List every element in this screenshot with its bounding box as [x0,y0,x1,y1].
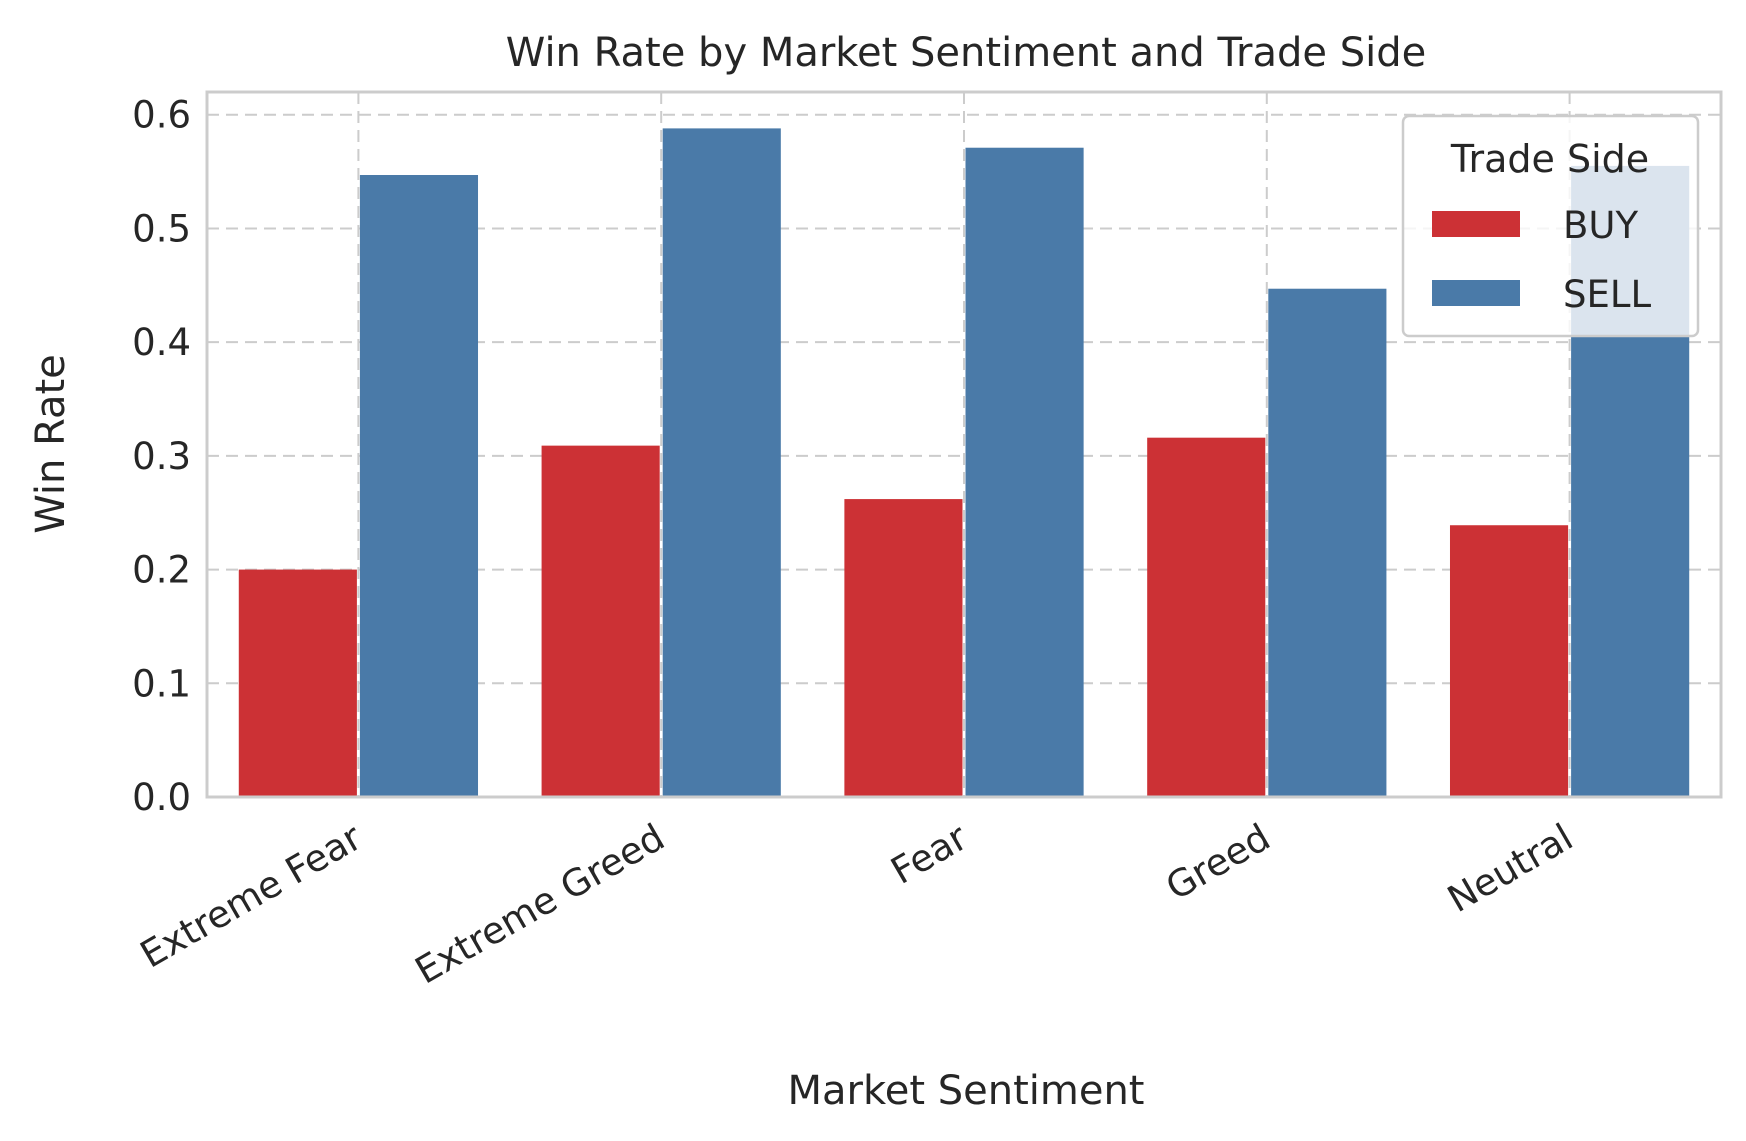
chart-title: Win Rate by Market Sentiment and Trade S… [506,30,1426,76]
legend-label-buy: BUY [1563,204,1638,247]
legend-swatch-sell [1432,280,1520,306]
bar-sell-extreme-fear [359,175,479,798]
bar-buy-neutral [1449,525,1569,797]
bar-buy-extreme-fear [238,569,357,797]
y-tick-label: 0.0 [132,776,191,819]
bars [238,128,1690,798]
y-ticks: 0.0 0.1 0.2 0.3 0.4 0.5 0.6 [132,94,191,819]
y-tick-label: 0.3 [132,435,191,478]
bar-buy-extreme-greed [541,445,660,797]
y-tick-label: 0.4 [132,321,191,364]
legend-swatch-buy [1432,211,1520,237]
x-axis-label: Market Sentiment [788,1068,1145,1114]
bar-buy-fear [844,499,963,797]
y-tick-label: 0.2 [132,549,191,592]
bar-buy-greed [1147,437,1266,797]
legend-title: Trade Side [1450,137,1649,181]
bar-sell-extreme-greed [662,128,781,798]
y-tick-label: 0.6 [132,94,191,137]
legend: Trade Side BUY SELL [1401,114,1700,338]
legend-label-sell: SELL [1563,273,1651,316]
plot-frame [205,90,1723,799]
y-tick-label: 0.1 [132,662,191,705]
bar-sell-greed [1268,288,1387,797]
y-axis-label: Win Rate [28,354,74,534]
bar-sell-fear [965,147,1084,797]
y-tick-label: 0.5 [132,207,191,250]
